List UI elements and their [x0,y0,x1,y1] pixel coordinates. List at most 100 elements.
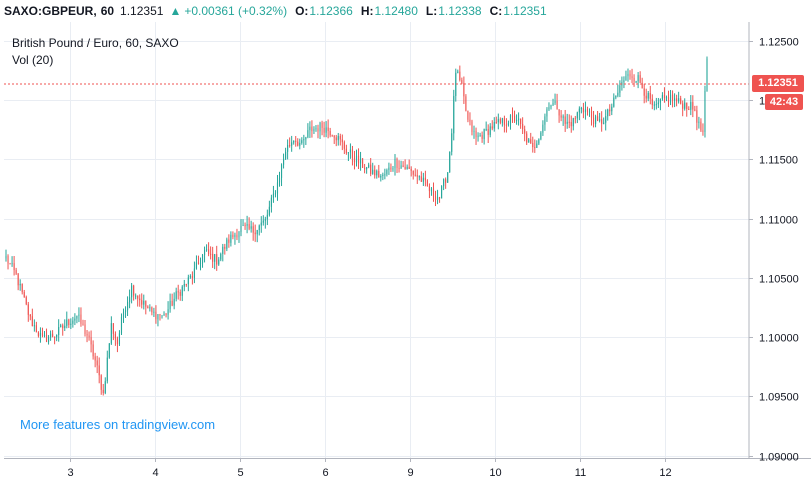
candle [191,271,193,285]
candle [203,246,206,263]
high-value: 1.12480 [374,4,418,18]
candle [380,174,382,182]
candle [684,98,686,111]
candle [88,331,90,341]
candle [412,170,414,180]
candle [232,231,234,240]
candle [487,124,489,143]
candle [511,107,514,123]
candle [400,160,402,169]
candle [21,283,23,295]
candle [179,289,181,301]
candle [74,313,76,326]
candle [323,121,325,138]
symbol-name[interactable]: SAXO:GBPEUR, [4,4,97,18]
candle [509,114,512,130]
candle [706,56,708,92]
candle [210,246,212,260]
candle [651,94,653,110]
candle [274,190,277,198]
candle [173,292,175,310]
x-tick-label: 10 [489,467,501,479]
candle [335,134,337,147]
candle [382,172,384,181]
candle [704,85,706,138]
candle [197,255,200,265]
candle [199,257,202,271]
candle [131,282,133,304]
interval-value[interactable]: 60 [100,4,115,18]
candle [439,196,441,203]
candle [661,92,663,101]
y-tick-label: 1.12500 [759,37,799,49]
candle [254,224,256,242]
candle [315,125,317,132]
candle [507,120,510,127]
candle [94,352,96,368]
candle [402,161,404,168]
candle [216,245,218,271]
candle [175,287,177,302]
candle [534,139,536,153]
candle [459,65,461,82]
candle [187,274,189,292]
candle [686,102,688,117]
candle [580,106,582,114]
candle [372,162,374,175]
candle [532,136,534,153]
candle [234,232,236,245]
candle [230,231,232,247]
volume-indicator-label[interactable]: Vol (20) [12,53,54,67]
candle [228,234,230,248]
candle [285,147,287,160]
candle [659,98,661,111]
candle [355,149,358,167]
candle [629,70,631,80]
candle [45,328,48,343]
candle [9,262,11,265]
candle [301,137,303,145]
price-change: +0.00361 (+0.32%) [184,4,288,18]
candle [143,294,145,310]
candle [473,125,475,139]
candle [649,85,651,105]
candle [159,313,161,321]
candle [603,117,605,125]
candle [669,89,672,106]
y-tick-label: 1.11000 [759,215,798,227]
candle [605,109,607,131]
candle [353,150,356,170]
candle [246,215,248,234]
candle [396,157,398,173]
candle [248,217,250,231]
candle [214,253,216,270]
close-label: C: [489,4,503,18]
candle [60,323,62,328]
candle [317,124,319,139]
candle [641,77,643,89]
candle [639,71,641,84]
candle [127,296,129,317]
candle [503,115,505,133]
candle [208,242,210,257]
candle [631,68,633,84]
candle [471,119,473,136]
candle [637,72,639,89]
candle [426,179,428,187]
candle [66,311,68,329]
candle [23,289,25,298]
candle [212,246,214,268]
candle [135,293,137,300]
watermark-link[interactable]: More features on tradingview.com [20,417,216,432]
candle [404,159,406,170]
candle [167,301,169,320]
candle [376,169,378,179]
candle [224,243,226,255]
candle [414,168,416,177]
candle [155,305,157,324]
y-tick-label: 1.09000 [759,452,799,464]
candle [366,166,368,174]
time-axis[interactable]: 3 4 5 6 9 10 11 12 [67,458,672,479]
candle [493,117,495,132]
